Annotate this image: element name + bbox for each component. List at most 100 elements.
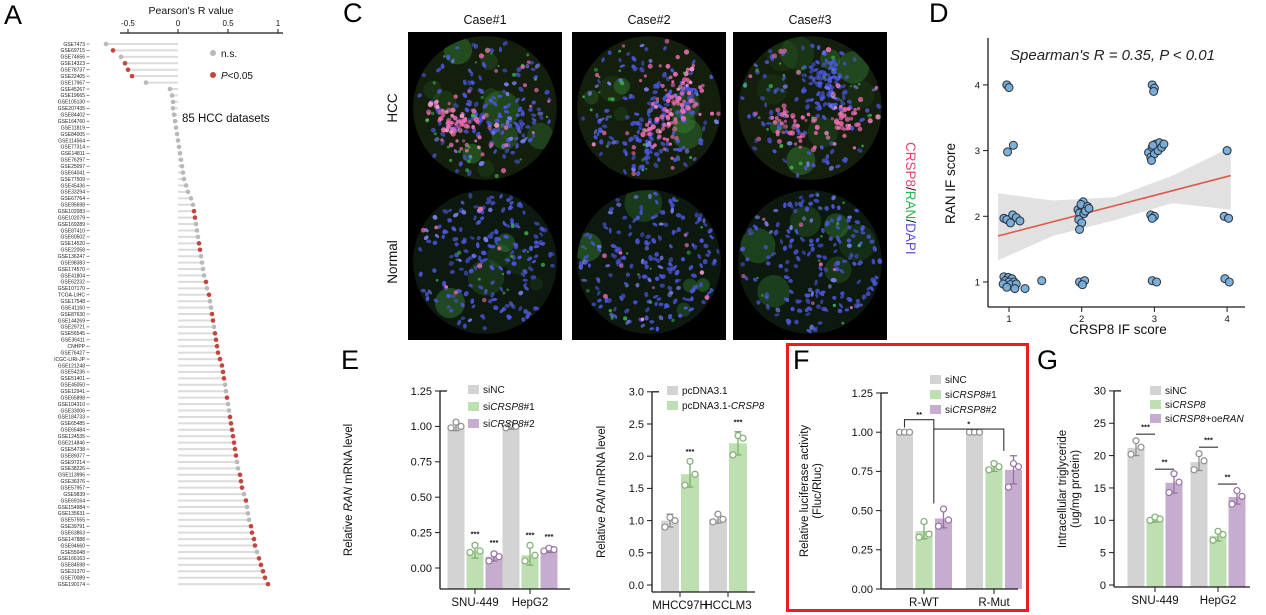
nucleus-dot <box>417 93 422 98</box>
nucleus-dot <box>530 113 537 117</box>
green-stain-patch <box>613 78 631 95</box>
nucleus-dot <box>528 60 534 65</box>
nucleus-dot <box>481 61 486 68</box>
crsp8-signal-dot <box>680 103 685 108</box>
bar <box>466 551 484 589</box>
y-tick-label: 1.00 <box>411 421 432 433</box>
crsp8-signal-dot <box>700 83 705 88</box>
ran-signal-dot <box>432 81 437 85</box>
crsp8-signal-dot <box>818 262 823 267</box>
dataset-label: GSE84598 <box>61 563 86 569</box>
y-tick-label: 0.00 <box>411 563 432 575</box>
lollipop-dot <box>237 472 243 478</box>
nucleus-dot <box>860 225 865 232</box>
nucleus-dot <box>507 137 512 143</box>
nucleus-dot <box>528 245 534 252</box>
nucleus-dot <box>644 245 650 251</box>
nucleus-dot <box>445 120 450 125</box>
nucleus-dot <box>514 222 520 227</box>
nucleus-dot <box>531 100 536 105</box>
dataset-label: GSE62232 <box>61 280 86 286</box>
nucleus-dot <box>829 141 835 146</box>
nucleus-dot <box>588 234 593 240</box>
crsp8-signal-dot <box>466 124 470 129</box>
nucleus-dot <box>597 78 601 84</box>
nucleus-dot <box>820 96 825 101</box>
nucleus-dot <box>804 206 810 212</box>
nucleus-dot <box>831 204 835 209</box>
nucleus-dot <box>432 268 437 273</box>
nucleus-dot <box>853 85 859 90</box>
nucleus-dot <box>516 128 522 134</box>
ran-signal-dot <box>649 267 652 270</box>
data-point <box>1190 466 1198 474</box>
nucleus-dot <box>786 297 790 303</box>
legend-label: siNC <box>945 375 967 386</box>
nucleus-dot <box>828 60 835 66</box>
crsp8-signal-dot <box>810 147 816 153</box>
nucleus-dot <box>659 283 665 288</box>
crsp8-signal-dot <box>459 146 464 151</box>
legend-ns-dot <box>210 50 216 56</box>
nucleus-dot <box>478 75 482 81</box>
nucleus-dot <box>495 128 501 133</box>
dataset-label: GSE39791 <box>61 524 86 530</box>
nucleus-dot <box>772 149 777 154</box>
legend-label: siNC <box>1165 386 1187 397</box>
bar <box>1209 535 1227 587</box>
nucleus-dot <box>659 273 664 279</box>
crsp8-signal-dot <box>618 251 623 255</box>
nucleus-dot <box>831 67 838 71</box>
nucleus-dot <box>818 272 823 278</box>
crsp8-signal-dot <box>845 123 850 128</box>
nucleus-dot <box>479 314 485 318</box>
crsp8-signal-dot <box>774 116 779 121</box>
data-point <box>671 517 679 525</box>
data-point <box>661 523 669 531</box>
nucleus-dot <box>674 269 680 276</box>
nucleus-dot <box>815 81 821 87</box>
stain-label: CRSP8/RAN/DAPI <box>903 142 918 255</box>
nucleus-dot <box>817 321 823 325</box>
nucleus-dot <box>847 215 852 219</box>
green-stain-patch <box>837 51 870 84</box>
lollipop-dot <box>196 241 202 246</box>
nucleus-dot <box>461 209 467 215</box>
nucleus-dot <box>649 145 655 150</box>
nucleus-dot <box>579 263 584 270</box>
crsp8-signal-dot <box>658 130 662 134</box>
nucleus-dot <box>481 257 488 262</box>
panel-label-c: C <box>343 0 363 28</box>
crsp8-signal-dot <box>477 206 484 212</box>
y-axis-label: Relative RAN mRNA level <box>343 424 355 556</box>
nucleus-dot <box>420 288 426 293</box>
nucleus-dot <box>639 204 644 211</box>
ran-signal-dot <box>582 95 585 99</box>
nucleus-dot <box>683 306 689 310</box>
ran-signal-dot <box>519 158 522 161</box>
nucleus-dot <box>504 82 509 87</box>
crsp8-signal-dot <box>813 131 818 136</box>
lollipop-dot <box>246 517 252 523</box>
crsp8-signal-dot <box>670 134 675 139</box>
data-point <box>495 553 503 561</box>
nucleus-dot <box>690 296 694 302</box>
nucleus-dot <box>821 91 825 96</box>
nucleus-dot <box>663 303 668 309</box>
nucleus-dot <box>475 242 480 249</box>
nucleus-dot <box>510 221 515 226</box>
tissue-core <box>413 190 557 334</box>
crsp8-signal-dot <box>690 98 696 104</box>
nucleus-dot <box>449 254 454 259</box>
green-stain-patch <box>432 90 457 115</box>
legend-ns-label: n.s. <box>221 49 237 60</box>
crsp8-signal-dot <box>789 130 795 136</box>
nucleus-dot <box>877 258 882 265</box>
nucleus-dot <box>598 304 603 309</box>
bar <box>502 426 520 589</box>
ran-signal-dot <box>534 78 538 81</box>
crsp8-signal-dot <box>682 99 686 104</box>
ran-signal-dot <box>842 201 845 205</box>
crsp8-signal-dot <box>704 295 710 300</box>
